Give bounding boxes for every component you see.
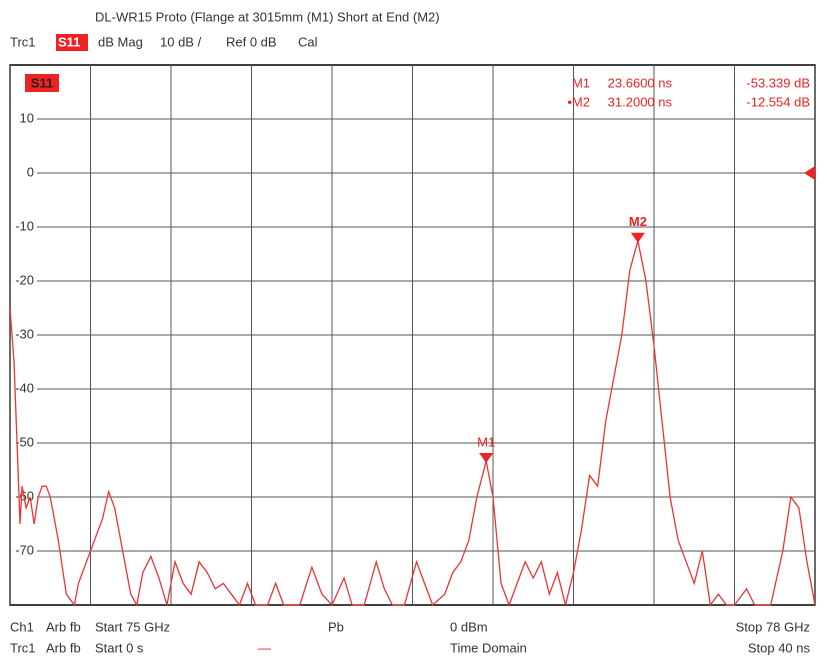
footer-item: Stop 40 ns [748,640,811,655]
marker-readout-y: -12.554 dB [746,94,810,109]
tick-label-bg [11,112,37,126]
y-tick-label: -10 [15,218,34,233]
marker-readout-name: M1 [572,75,590,90]
marker-label: M1 [477,434,495,449]
header-item: Trc1 [10,34,36,49]
footer-item: Time Domain [450,640,527,655]
header-item: 10 dB / [160,34,202,49]
marker-label: M2 [629,214,647,229]
y-tick-label: -70 [15,542,34,557]
footer-item: Ch1 [10,619,34,634]
marker-triangle [630,232,645,243]
header-item: dB Mag [98,34,143,49]
trace-line [9,240,816,607]
footer-item: Stop 78 GHz [736,619,810,634]
y-tick-label: 0 [27,164,34,179]
footer-item: Start 0 s [95,640,144,655]
tick-label-bg [11,328,37,342]
title: DL-WR15 Proto (Flange at 3015mm (M1) Sho… [95,9,440,24]
trace-badge [56,34,88,51]
marker-readout-name: •M2 [567,94,590,109]
footer-item: Pb [328,619,344,634]
marker-triangle [479,453,494,464]
y-tick-label: -20 [15,272,34,287]
y-tick-label: -50 [15,434,34,449]
reference-arrow [804,166,815,180]
header-item: S11 [58,34,80,49]
y-tick-label: 10 [20,110,34,125]
footer-item: — [258,640,271,655]
y-tick-label: -30 [15,326,34,341]
tick-label-bg [11,274,37,288]
tick-label-bg [11,382,37,396]
tick-label-bg [11,166,37,180]
marker-readout-x: 31.2000 ns [608,94,673,109]
header-item: Cal [298,34,318,49]
footer-item: 0 dBm [450,619,488,634]
marker-readout-y: -53.339 dB [746,75,810,90]
trace-label: S11 [31,75,53,90]
footer-item: Arb fb [46,640,81,655]
header-item: Ref 0 dB [226,34,277,49]
tick-label-bg [11,544,37,558]
footer-item: Start 75 GHz [95,619,170,634]
tick-label-bg [11,220,37,234]
footer-item: Trc1 [10,640,36,655]
marker-readout-x: 23.6600 ns [608,75,673,90]
y-tick-label: -40 [15,380,34,395]
footer-item: Arb fb [46,619,81,634]
trace-badge [25,74,59,92]
